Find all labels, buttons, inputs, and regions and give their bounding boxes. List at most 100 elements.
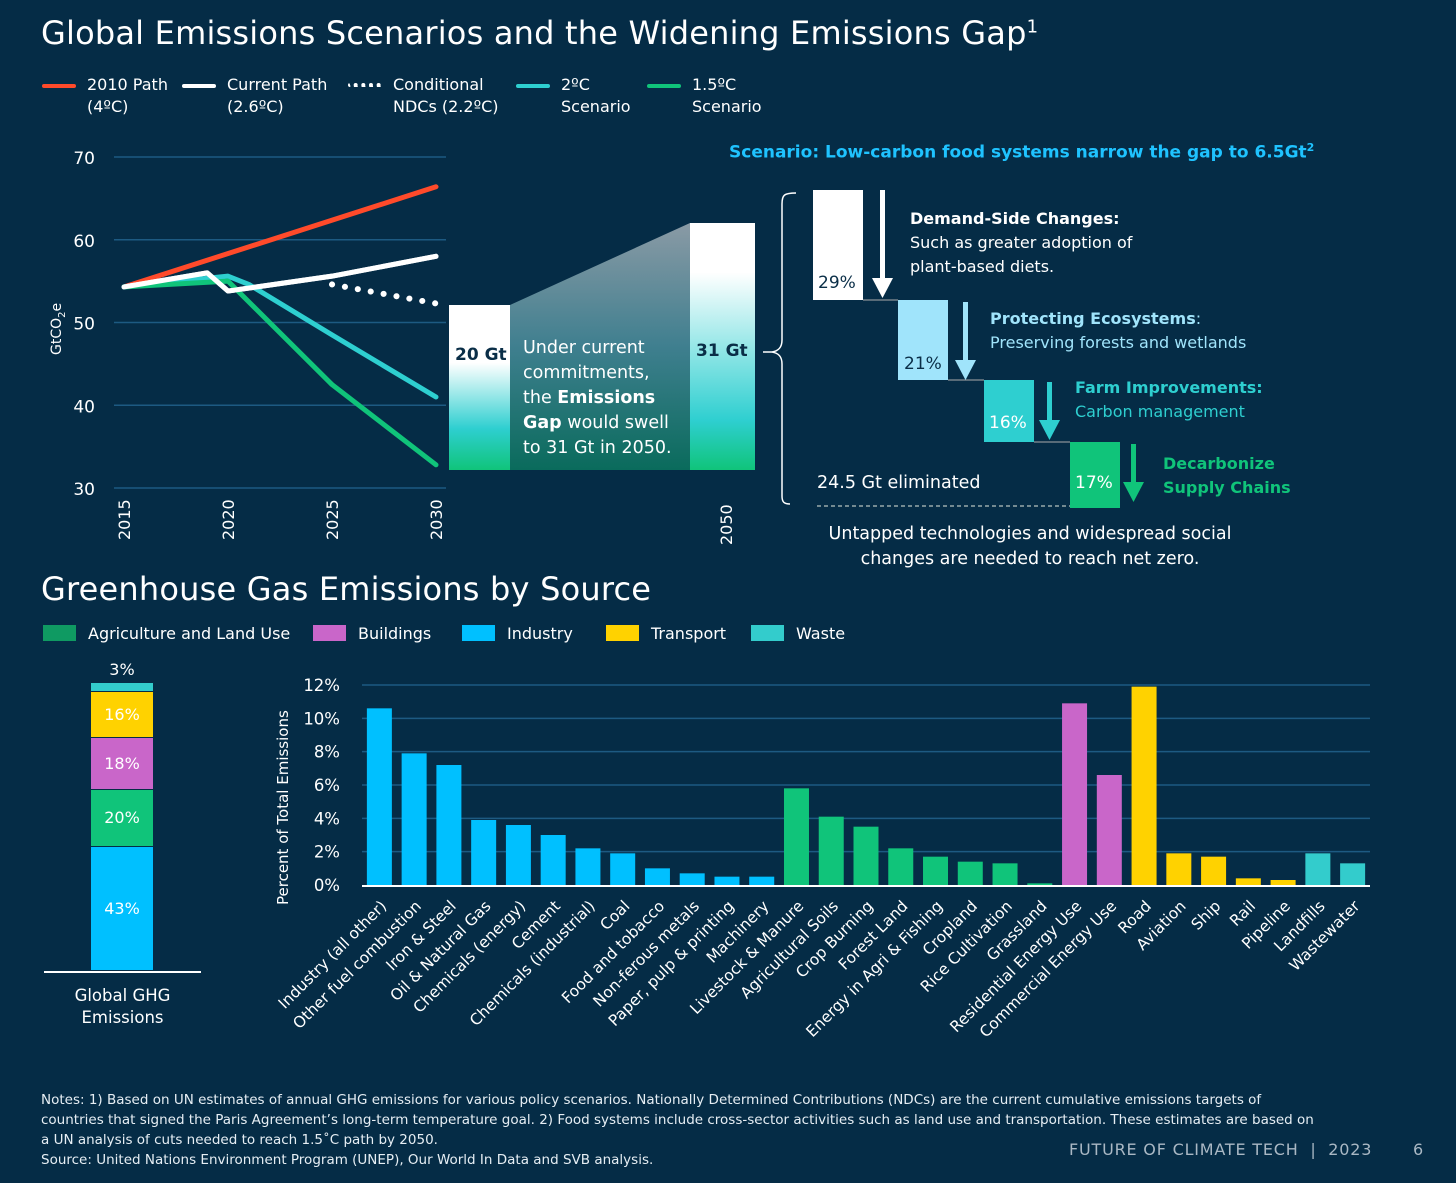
x-tick-2050: 2050 (717, 504, 736, 545)
step-heading: Protecting Ecosystems (990, 309, 1196, 328)
stacked-segment-transport: 16% (91, 691, 153, 738)
source-bar-chart: 12% 10% 8% 6% 4% 2% 0% Percent of Total Emissio… (274, 676, 1370, 1041)
y-tick-label: 2% (314, 843, 340, 862)
series-line-4 (121, 278, 439, 468)
legend-label: Agriculture and Land Use (88, 624, 291, 643)
footer-brand: FUTURE OF CLIMATE TECH | 2023 (1069, 1140, 1373, 1159)
bar-wastewater (1340, 863, 1366, 885)
emissions-line-chart: 70 60 50 40 30 2015 2020 2025 2030 GtCO2e (49, 149, 446, 540)
bar-rail (1235, 878, 1261, 885)
caption-line: changes are needed to reach net zero. (860, 549, 1200, 569)
legend-swatch (43, 625, 76, 641)
bar-ship (1201, 856, 1227, 885)
y-tick-label: 4% (314, 809, 340, 828)
step-heading: Demand-Side Changes: (910, 209, 1120, 228)
legend-swatch (751, 625, 784, 641)
legend-label: (2.6ºC) (227, 97, 284, 116)
waterfall-pct: 16% (989, 413, 1027, 433)
gap-wedge (510, 223, 690, 470)
gap-2030-label: 20 Gt (455, 345, 507, 365)
bar-paper-pulp-printing (714, 876, 740, 885)
stacked-segment-agriculture-and-land-use: 20% (91, 789, 153, 848)
legend-swatch (647, 84, 681, 88)
bar-forest-land (888, 848, 914, 885)
note-line: countries that signed the Paris Agreemen… (41, 1112, 1314, 1128)
legend-label: 2010 Path (87, 75, 168, 94)
legend-label: Scenario (561, 97, 631, 116)
page-title: Global Emissions Scenarios and the Widen… (41, 14, 1038, 52)
bar-machinery (749, 876, 775, 885)
bar-pipeline (1270, 880, 1296, 885)
legend-swatch (606, 625, 639, 641)
gap-description: Under current commitments, the Emissions… (523, 336, 672, 461)
bar-road (1131, 686, 1157, 885)
y-tick-label: 10% (303, 709, 340, 728)
legend-label: Conditional (393, 75, 484, 94)
bar-grassland (1027, 883, 1053, 885)
stacked-label: Global GHG Emissions (44, 985, 201, 1029)
waterfall-step-supply: Decarbonize Supply Chains (1163, 452, 1291, 500)
legend-swatch (182, 84, 216, 88)
segment-pct: 18% (104, 753, 140, 773)
gap-text-line: Gap would swell (523, 411, 672, 436)
y-tick-label: 40 (73, 397, 95, 417)
waterfall-step-ecosystems: Protecting Ecosystems: Preserving forests… (990, 307, 1246, 355)
bar-food-and-tobacco (644, 868, 670, 885)
legend-swatch (42, 84, 76, 88)
bar-industry-all-other- (366, 708, 392, 885)
note-line: a UN analysis of cuts needed to reach 1.… (41, 1132, 438, 1148)
caption-line: Untapped technologies and widespread soc… (828, 524, 1232, 544)
waterfall-pct: 17% (1075, 473, 1113, 493)
bracket (771, 192, 797, 505)
stacked-segment-waste (91, 683, 153, 692)
y-tick-label: 12% (303, 676, 340, 695)
legend-industry: Industry (462, 624, 573, 643)
legend-2010-path: 2010 Path (4ºC) (42, 74, 168, 118)
footnote-ref: 1 (1026, 16, 1039, 38)
waterfall-bar-ecosystems (898, 300, 948, 380)
emissions-gap-graphic (449, 223, 755, 470)
segment-pct: 16% (104, 704, 140, 724)
waterfall-bar-supply-chain (1070, 442, 1120, 508)
down-arrow-icon (872, 190, 893, 298)
y-axis-label: GtCO2e (49, 303, 68, 355)
bar-oil-natural-gas (471, 820, 497, 885)
waterfall-chart (763, 190, 1144, 508)
series-line-0 (121, 184, 439, 290)
bar-livestock-manure (783, 788, 809, 885)
gap-text: would swell (561, 413, 669, 433)
waterfall-bar-demand-side (813, 190, 863, 300)
gap-text-line: commitments, (523, 363, 650, 383)
step-heading: Decarbonize (1163, 454, 1275, 473)
series-line-2 (329, 281, 439, 307)
note-line: Notes: 1) Based on UN estimates of annua… (41, 1092, 1262, 1108)
legend-swatch (462, 625, 495, 641)
waterfall-step-farm: Farm Improvements: Carbon management (1075, 376, 1263, 424)
gap-text-line: the Emissions (523, 386, 672, 411)
waterfall-bar-farm (984, 380, 1034, 442)
waterfall-title: Scenario: Low-carbon food systems narrow… (729, 141, 1314, 163)
bar-rice-cultivation (992, 863, 1018, 885)
legend-label: Current Path (227, 75, 328, 94)
waste-pct-label: 3% (109, 660, 135, 679)
step-heading: Supply Chains (1163, 478, 1291, 497)
stacked-label-line: Global GHG (74, 986, 171, 1005)
down-arrow-icon (955, 302, 976, 380)
series-line-3 (121, 273, 439, 400)
legend-swatch (516, 84, 550, 88)
legend-agriculture: Agriculture and Land Use (43, 624, 290, 643)
step-desc: Preserving forests and wetlands (990, 333, 1247, 352)
series-line-current-path-top (121, 253, 439, 294)
gap-bar-2030 (449, 305, 510, 470)
segment-pct: 20% (104, 808, 140, 828)
gap-text: the (523, 388, 558, 408)
bar-residential-energy-use (1062, 703, 1088, 885)
section-title: Greenhouse Gas Emissions by Source (41, 570, 652, 608)
legend-label: NDCs (2.2ºC) (393, 97, 499, 116)
legend-2c-scenario: 2ºC Scenario (516, 74, 631, 118)
legend-1-5c-scenario: 1.5ºC Scenario (647, 74, 762, 118)
segment-pct: 43% (104, 899, 140, 919)
stacked-label-line: Emissions (81, 1008, 164, 1027)
bar-chemicals-industrial- (575, 848, 601, 885)
bar-iron-steel (436, 765, 462, 885)
